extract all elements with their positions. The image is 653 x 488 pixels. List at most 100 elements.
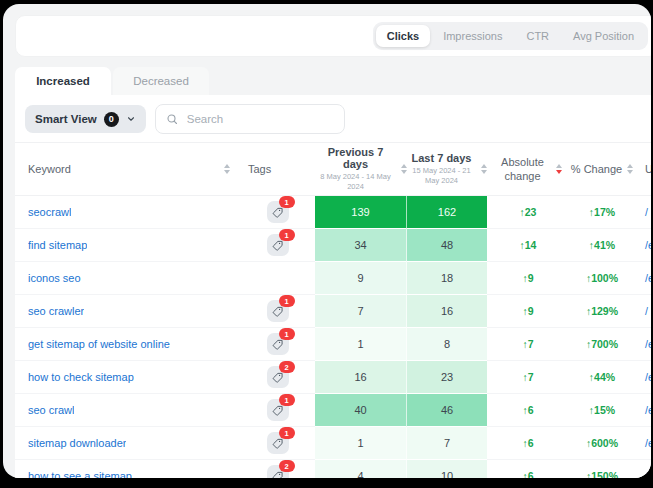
prev-clicks-cell: 139: [315, 196, 407, 229]
prev-clicks-cell: 1: [315, 427, 407, 460]
tags-cell: 2: [240, 361, 315, 393]
tag-icon: [272, 339, 283, 350]
sort-icon-active-desc[interactable]: [556, 164, 562, 174]
percent-change-cell: ↑41%: [569, 229, 635, 261]
column-label: URL: [645, 163, 651, 175]
column-header-tags: Tags: [240, 143, 315, 195]
percent-change-cell: ↑700%: [569, 328, 635, 360]
tag-count-badge: 1: [279, 394, 295, 406]
table-row: iconos seo 9 18 ↑9 ↑100% /em: [15, 262, 651, 295]
trend-tabs: Increased Decreased: [15, 67, 209, 95]
url-cell: /em: [635, 262, 651, 294]
keyword-link[interactable]: find sitemap: [28, 239, 87, 251]
url-cell: /en/: [635, 394, 651, 426]
url-cell: /en/: [635, 361, 651, 393]
absolute-change-cell: ↑9: [487, 262, 569, 294]
sort-icon[interactable]: [627, 164, 633, 174]
tag-button[interactable]: 1: [267, 234, 289, 256]
tag-icon: [272, 240, 283, 251]
prev-clicks-cell: 9: [315, 262, 407, 295]
url-link[interactable]: /em: [645, 272, 651, 284]
sort-icon[interactable]: [224, 164, 230, 174]
absolute-change-cell: ↑6: [487, 427, 569, 459]
column-header-previous[interactable]: Previous 7 days 8 May 2024 - 14 May 2024: [315, 143, 407, 195]
tags-cell: 1: [240, 229, 315, 261]
url-cell: /: [635, 295, 651, 327]
app-window: Clicks Impressions CTR Avg Position Incr…: [3, 4, 651, 478]
tag-count-badge: 1: [279, 229, 295, 241]
column-header-last[interactable]: Last 7 days 15 May 2024 - 21 May 2024: [407, 143, 487, 195]
tag-count-badge: 2: [279, 460, 295, 472]
url-cell: /en/: [635, 328, 651, 360]
tag-count-badge: 1: [279, 427, 295, 439]
keyword-link[interactable]: get sitemap of website online: [28, 338, 170, 350]
table-row: seo crawler 1 7 16 ↑9 ↑129% /: [15, 295, 651, 328]
tag-icon: [272, 405, 283, 416]
keyword-link[interactable]: how to check sitemap: [28, 371, 134, 383]
url-cell: /en/: [635, 460, 651, 478]
url-link[interactable]: /: [645, 305, 648, 317]
keyword-link[interactable]: sitemap downloader: [28, 437, 126, 449]
tag-button[interactable]: 1: [267, 333, 289, 355]
url-link[interactable]: /en/: [645, 338, 651, 350]
keyword-link[interactable]: seo crawl: [28, 404, 74, 416]
tag-button[interactable]: 1: [267, 201, 289, 223]
table-row: seo crawl 1 40 46 ↑6 ↑15% /en/: [15, 394, 651, 427]
last-clicks-cell: 48: [407, 229, 487, 262]
table-toolbar: Smart View 0: [15, 95, 651, 142]
prev-clicks-cell: 34: [315, 229, 407, 262]
keyword-link[interactable]: seo crawler: [28, 305, 84, 317]
keyword-cell: get sitemap of website online: [15, 328, 240, 360]
column-label: Absolute change: [495, 155, 551, 184]
percent-change-cell: ↑15%: [569, 394, 635, 426]
tab-decreased[interactable]: Decreased: [113, 67, 209, 95]
keyword-cell: seocrawl: [15, 196, 240, 228]
keyword-cell: find sitemap: [15, 229, 240, 261]
last-clicks-cell: 10: [407, 460, 487, 478]
column-label: % Change: [571, 163, 622, 175]
tags-cell: 1: [240, 394, 315, 426]
last-clicks-cell: 7: [407, 427, 487, 460]
metric-tab-ctr[interactable]: CTR: [515, 25, 560, 47]
keyword-link[interactable]: how to see a sitemap: [28, 470, 132, 478]
url-link[interactable]: /en/: [645, 437, 651, 449]
tag-count-badge: 1: [279, 328, 295, 340]
tags-cell: 1: [240, 196, 315, 228]
column-header-absolute-change[interactable]: Absolute change: [487, 143, 569, 195]
percent-change-cell: ↑600%: [569, 427, 635, 459]
tab-increased[interactable]: Increased: [15, 67, 111, 95]
keyword-cell: how to see a sitemap: [15, 460, 240, 478]
url-cell: /: [635, 196, 651, 228]
keyword-link[interactable]: seocrawl: [28, 206, 71, 218]
metric-tab-clicks[interactable]: Clicks: [376, 25, 430, 47]
url-link[interactable]: /en/: [645, 371, 651, 383]
percent-change-cell: ↑150%: [569, 460, 635, 478]
tag-icon: [272, 207, 283, 218]
url-link[interactable]: /: [645, 206, 648, 218]
search-input[interactable]: [185, 112, 334, 126]
column-label: Previous 7 days: [315, 146, 396, 170]
metric-tab-avg-position[interactable]: Avg Position: [562, 25, 645, 47]
column-header-percent-change[interactable]: % Change: [569, 143, 635, 195]
metric-tab-impressions[interactable]: Impressions: [432, 25, 513, 47]
tag-button[interactable]: 1: [267, 399, 289, 421]
keyword-link[interactable]: iconos seo: [28, 272, 81, 284]
increased-panel: Smart View 0 Keyword Tags: [15, 95, 651, 478]
tag-button[interactable]: 1: [267, 432, 289, 454]
absolute-change-cell: ↑7: [487, 328, 569, 360]
chevron-down-icon: [126, 114, 136, 124]
tag-button[interactable]: 2: [267, 366, 289, 388]
tag-button[interactable]: 1: [267, 300, 289, 322]
prev-clicks-cell: 1: [315, 328, 407, 361]
url-link[interactable]: /en/: [645, 239, 651, 251]
smart-view-count-badge: 0: [104, 112, 119, 127]
url-link[interactable]: /en/: [645, 404, 651, 416]
column-header-url[interactable]: URL: [635, 143, 651, 195]
column-header-keyword[interactable]: Keyword: [15, 143, 240, 195]
tag-button[interactable]: 2: [267, 465, 289, 478]
prev-clicks-cell: 16: [315, 361, 407, 394]
url-link[interactable]: /en/: [645, 470, 651, 478]
smart-view-dropdown[interactable]: Smart View 0: [25, 105, 146, 133]
smart-view-label: Smart View: [35, 113, 97, 125]
tag-count-badge: 1: [279, 295, 295, 307]
